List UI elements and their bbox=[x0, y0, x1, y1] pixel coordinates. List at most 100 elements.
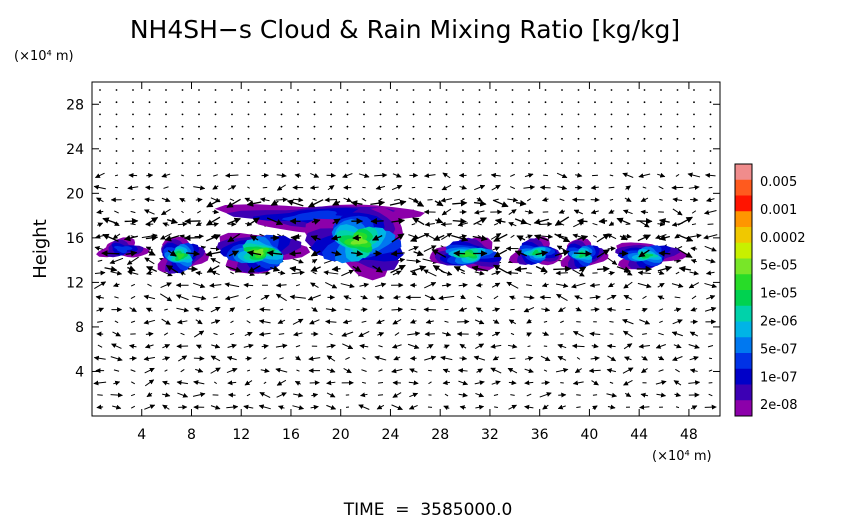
wind-vector bbox=[673, 380, 682, 386]
wind-vector bbox=[525, 234, 533, 240]
x-tick-label: 8 bbox=[187, 427, 196, 443]
wind-vector-large bbox=[412, 217, 425, 226]
wind-vector-large bbox=[227, 233, 241, 243]
wind-vector bbox=[426, 343, 434, 349]
y-tick-label: 20 bbox=[66, 186, 84, 202]
wind-vector bbox=[657, 270, 665, 275]
wind-vector bbox=[229, 332, 235, 336]
wind-vector bbox=[244, 380, 253, 386]
wind-vector-large bbox=[331, 265, 341, 273]
wind-vector bbox=[130, 381, 136, 385]
wind-vector bbox=[210, 404, 221, 410]
wind-vector-large bbox=[310, 265, 321, 272]
wind-vector bbox=[709, 101, 712, 104]
wind-vector bbox=[709, 137, 712, 140]
wind-vector-large bbox=[205, 234, 221, 242]
wind-vector bbox=[148, 125, 151, 128]
wind-vector bbox=[212, 184, 219, 190]
wind-vector bbox=[165, 137, 167, 140]
wind-vector-large bbox=[307, 199, 324, 208]
wind-vector bbox=[412, 150, 415, 152]
colorbar-swatch bbox=[735, 305, 752, 322]
wind-vector-large bbox=[228, 250, 240, 257]
wind-vector bbox=[227, 185, 237, 191]
wind-vector-large bbox=[331, 250, 342, 257]
wind-vector bbox=[541, 197, 549, 202]
wind-vector bbox=[165, 150, 167, 152]
wind-vector bbox=[161, 172, 171, 178]
wind-vector-large bbox=[290, 234, 300, 242]
wind-vector bbox=[346, 162, 349, 165]
wind-vector bbox=[609, 174, 614, 177]
wind-vector bbox=[508, 380, 517, 386]
wind-vector bbox=[458, 380, 469, 386]
wind-vector bbox=[510, 234, 515, 239]
wind-vector bbox=[577, 162, 580, 165]
colorbar-label: 5e-05 bbox=[760, 259, 798, 274]
wind-vector bbox=[507, 197, 519, 203]
wind-vector-large bbox=[435, 217, 444, 224]
wind-vector-large bbox=[390, 250, 405, 257]
wind-vector bbox=[526, 222, 532, 226]
wind-vector-large bbox=[352, 265, 362, 273]
wind-vector bbox=[396, 150, 398, 152]
wind-vector-large bbox=[246, 200, 262, 207]
wind-vector bbox=[624, 197, 632, 202]
wind-vector bbox=[691, 223, 697, 226]
wind-vector bbox=[391, 343, 402, 349]
wind-vector bbox=[276, 379, 287, 386]
wind-vector bbox=[261, 343, 269, 349]
wind-vector bbox=[94, 281, 107, 290]
wind-vector bbox=[492, 331, 501, 337]
wind-vector bbox=[226, 404, 239, 410]
wind-vector bbox=[444, 320, 449, 323]
wind-vector bbox=[130, 369, 136, 372]
wind-vector bbox=[594, 125, 596, 128]
wind-vector bbox=[524, 209, 534, 215]
wind-vector bbox=[130, 295, 136, 299]
wind-vector bbox=[708, 369, 713, 372]
wind-vector bbox=[330, 125, 332, 128]
wind-vector bbox=[162, 404, 170, 410]
wind-vector bbox=[641, 368, 648, 374]
wind-vector bbox=[97, 320, 103, 323]
wind-vector bbox=[544, 150, 547, 152]
wind-vector bbox=[114, 210, 119, 214]
wind-vector bbox=[676, 113, 679, 116]
wind-vector bbox=[263, 381, 267, 384]
wind-vector bbox=[475, 282, 483, 288]
wind-vector bbox=[409, 392, 419, 398]
wind-vector bbox=[294, 173, 302, 179]
wind-vector bbox=[445, 125, 448, 128]
wind-vector bbox=[623, 343, 633, 350]
wind-vector bbox=[555, 283, 569, 288]
wind-vector bbox=[623, 270, 633, 276]
wind-vector bbox=[97, 394, 103, 396]
wind-vector bbox=[495, 137, 497, 140]
wind-vector-large bbox=[616, 217, 631, 225]
wind-vector-large bbox=[553, 265, 572, 273]
wind-vector bbox=[264, 150, 266, 152]
wind-vector-large bbox=[351, 250, 364, 257]
wind-vector bbox=[180, 368, 185, 373]
wind-vector bbox=[246, 320, 251, 324]
wind-vector bbox=[226, 355, 237, 361]
wind-vector bbox=[343, 197, 352, 203]
wind-vector bbox=[264, 101, 266, 104]
wind-vector bbox=[96, 209, 104, 215]
wind-vector bbox=[294, 233, 302, 239]
wind-vector bbox=[462, 125, 464, 128]
wind-vector bbox=[492, 355, 500, 361]
wind-vector bbox=[424, 355, 437, 361]
wind-vector bbox=[476, 295, 483, 299]
wind-vector bbox=[660, 125, 662, 128]
wind-vector bbox=[396, 101, 398, 104]
wind-vector bbox=[495, 113, 497, 116]
wind-vector bbox=[561, 162, 563, 165]
wind-vector bbox=[477, 235, 482, 238]
wind-vector bbox=[643, 113, 646, 116]
wind-vector bbox=[606, 343, 616, 349]
wind-vector bbox=[176, 380, 189, 386]
wind-vector bbox=[376, 319, 385, 325]
wind-vector bbox=[95, 295, 105, 300]
